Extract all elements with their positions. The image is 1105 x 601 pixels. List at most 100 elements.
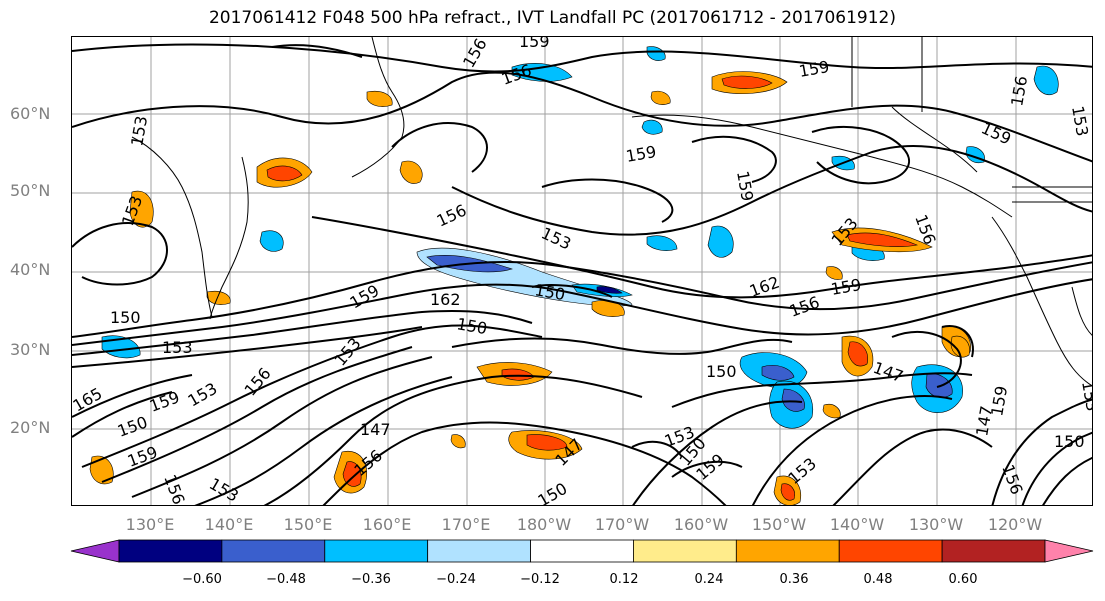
contour-label: 159 — [519, 37, 550, 51]
contour-label: 150 — [1054, 432, 1085, 451]
lon-label-170w: 170°W — [594, 515, 650, 534]
contour-label: 156 — [160, 472, 188, 506]
contour-label: 162 — [430, 290, 461, 309]
contour-label: 159 — [147, 387, 182, 415]
contour-label: 153 — [185, 379, 221, 411]
colorbar-tick: −0.60 — [182, 572, 222, 587]
blob-neg-18 — [259, 230, 284, 252]
lon-label-150e: 150°E — [283, 515, 333, 534]
blob-pos-19 — [129, 190, 154, 228]
colorbar-bin — [427, 539, 531, 563]
lat-label-30n: 30°N — [10, 340, 51, 359]
colorbar-bin — [324, 539, 429, 563]
contour-label: 159 — [797, 57, 830, 81]
colorbar-tick: 0.24 — [694, 572, 724, 587]
contour-label: 150 — [535, 479, 571, 506]
lon-label-140w: 140°W — [829, 515, 885, 534]
blob-pos-15 — [780, 483, 795, 501]
map-panel: 159 156 156 159 159 156 153 159 159 156 … — [71, 36, 1093, 506]
colorbar-tick: 0.60 — [948, 572, 978, 587]
lon-label-160e: 160°E — [362, 515, 412, 534]
blob-neg-4 — [596, 286, 623, 294]
contour-label: 156 — [499, 60, 534, 88]
graticule — [72, 37, 1092, 505]
blob-neg-8 — [781, 388, 805, 412]
colorbar-tick: −0.48 — [266, 572, 306, 587]
blob-pos-18 — [399, 160, 423, 184]
contour-label: 165 — [72, 384, 105, 416]
lon-label-140e: 140°E — [204, 515, 254, 534]
colorbar — [70, 539, 1094, 563]
colorbar-tick: −0.36 — [351, 572, 391, 587]
blob-pos-23 — [206, 290, 231, 305]
blob-pos-22 — [650, 90, 671, 105]
lat-label-20n: 20°N — [10, 418, 51, 437]
height-contours — [72, 43, 1092, 505]
contour-label: 156 — [459, 37, 491, 71]
blob-neg-16 — [1033, 65, 1059, 96]
blob-pos-10 — [847, 341, 868, 367]
blob-pos-13 — [342, 461, 362, 487]
colorbar-bin — [633, 539, 737, 563]
blob-pos-27 — [822, 404, 841, 419]
contour-label: 150 — [455, 314, 488, 338]
contour-label: 153 — [1068, 104, 1092, 137]
lon-label-120w: 120°W — [987, 515, 1043, 534]
map-title: 2017061412 F048 500 hPa refract., IVT La… — [208, 8, 896, 28]
contour-label: 159 — [978, 118, 1014, 148]
colorbar-bin-under — [70, 539, 120, 563]
colorbar-bin — [118, 539, 223, 563]
contour-label: 156 — [1007, 74, 1031, 107]
coastlines — [131, 37, 1092, 387]
blob-pos-2 — [721, 75, 773, 89]
map-canvas: 159 156 156 159 159 156 153 159 159 156 … — [72, 37, 1093, 506]
colorbar-bin — [221, 539, 326, 563]
colorbar-tick: 0.36 — [779, 572, 809, 587]
colorbar-tick: −0.12 — [520, 572, 560, 587]
contour-label: 147 — [871, 358, 906, 386]
contour-label: 159 — [987, 384, 1011, 417]
lon-label-130w: 130°W — [908, 515, 964, 534]
contour-label: 159 — [733, 169, 757, 202]
blob-neg-14 — [646, 235, 678, 251]
blob-neg-17 — [101, 335, 141, 359]
blob-pos-26 — [450, 434, 466, 449]
lat-label-60n: 60°N — [10, 104, 51, 123]
blob-pos-17 — [266, 165, 303, 182]
contour-label: 156 — [434, 200, 470, 230]
blob-pos-8 — [526, 434, 568, 451]
lon-label-150w: 150°W — [751, 515, 807, 534]
lon-label-160w: 160°W — [673, 515, 729, 534]
blob-neg-6 — [761, 365, 795, 381]
colorbar-bin — [735, 539, 840, 563]
blob-pos-24 — [950, 335, 970, 358]
colorbar-bin — [838, 539, 943, 563]
colorbar-tick: −0.24 — [436, 572, 476, 587]
lon-label-130e: 130°E — [125, 515, 175, 534]
contour-label: 153 — [206, 474, 242, 506]
contour-label: 150 — [115, 412, 150, 440]
contour-label: 156 — [787, 292, 822, 320]
contour-label: 159 — [624, 142, 657, 166]
blob-pos-21 — [366, 90, 393, 107]
lon-label-170e: 170°E — [441, 515, 491, 534]
colorbar-tick: 0.12 — [609, 572, 639, 587]
blob-pos-28 — [825, 266, 843, 280]
contour-label: 150 — [706, 362, 737, 381]
lat-label-40n: 40°N — [10, 260, 51, 279]
contour-label: 153 — [162, 338, 193, 357]
blob-neg-13 — [641, 119, 663, 135]
contour-label: 150 — [533, 280, 566, 304]
blob-neg-19 — [646, 46, 666, 61]
colorbar-bin-over — [1044, 539, 1094, 563]
contour-label: 159 — [347, 281, 383, 313]
contour-label: 147 — [360, 420, 391, 439]
contour-label: 150 — [110, 308, 141, 327]
lat-label-50n: 50°N — [10, 181, 51, 200]
contour-label: 156 — [998, 462, 1026, 497]
blob-neg-11 — [707, 225, 734, 258]
contour-label: 153 — [1078, 379, 1093, 412]
colorbar-bin — [530, 539, 634, 563]
lon-label-180w: 180°W — [516, 515, 572, 534]
contour-label: 153 — [127, 114, 151, 147]
